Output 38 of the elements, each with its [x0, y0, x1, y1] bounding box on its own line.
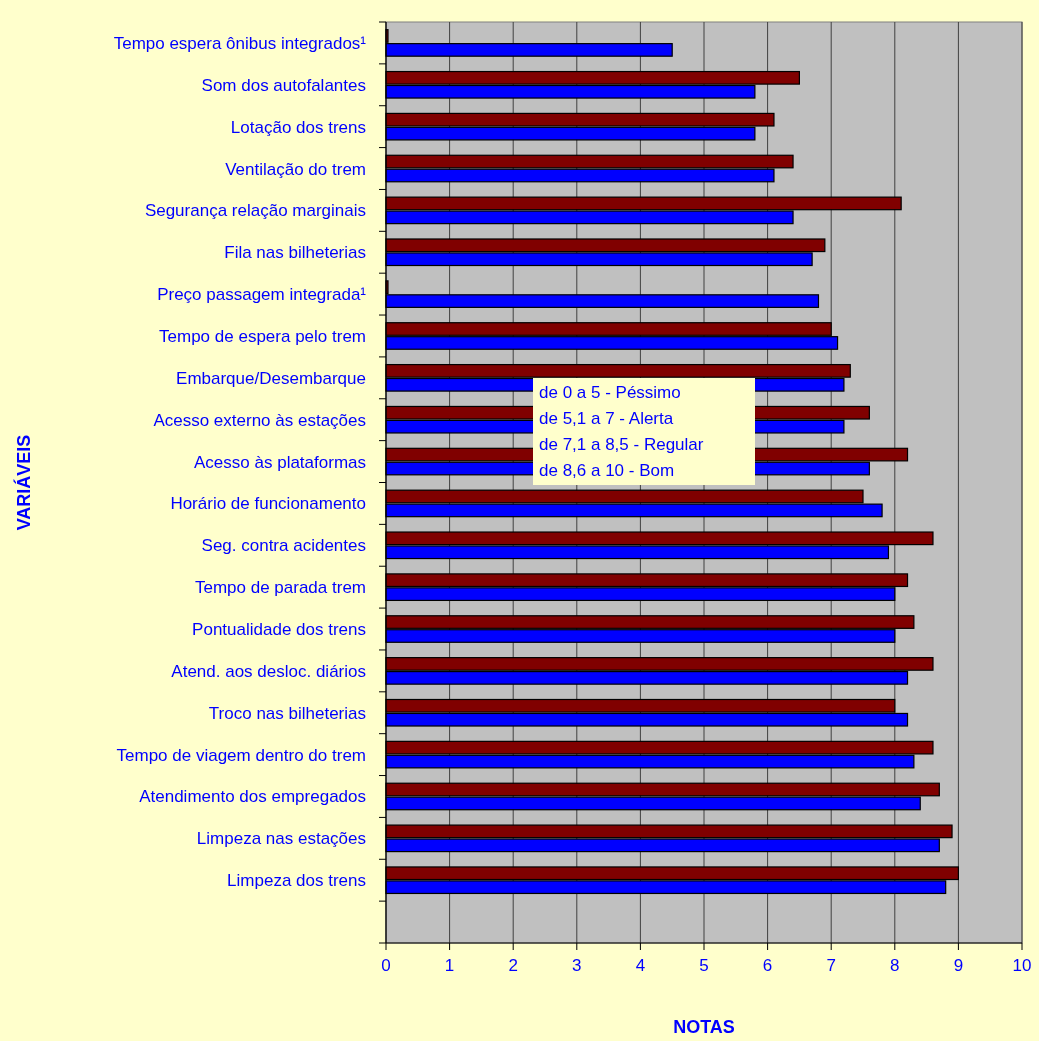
- x-tick-label: 9: [953, 956, 964, 975]
- y-tick-label: Pontualidade dos trens: [192, 620, 366, 640]
- y-tick-label: Seg. contra acidentes: [201, 536, 366, 556]
- y-tick-label: Troco nas bilheterias: [208, 703, 366, 723]
- y-tick-label: Limpeza dos trens: [227, 871, 366, 891]
- y-axis-title: VARIÁVEIS: [13, 434, 34, 531]
- y-tick-label: Fila nas bilheterias: [224, 243, 366, 263]
- y-tick-label: Tempo de viagem dentro do trem: [116, 745, 366, 765]
- y-tick-label: Limpeza nas estações: [196, 829, 366, 849]
- y-tick-label: Horário de funcionamento: [170, 494, 366, 514]
- y-tick-label: Acesso externo às estações: [153, 410, 366, 430]
- x-tick-label: 2: [508, 956, 518, 975]
- x-tick-label: 4: [635, 956, 646, 975]
- x-tick-label: 7: [826, 956, 836, 975]
- x-tick-label: 10: [1012, 956, 1032, 975]
- x-tick-label: 1: [444, 956, 455, 975]
- x-tick-label: 5: [699, 956, 709, 975]
- y-tick-label: Tempo de espera pelo trem: [159, 326, 366, 346]
- y-tick-label: Embarque/Desembarque: [176, 368, 366, 388]
- annotation: de 0 a 5 - Péssimo: [539, 383, 681, 402]
- y-tick-label: Ventilação do trem: [225, 159, 366, 179]
- y-tick-label: Tempo espera ônibus integrados¹: [113, 33, 367, 53]
- x-tick-label: 6: [762, 956, 773, 975]
- x-tick-label: 3: [572, 956, 582, 975]
- x-tick-label: 8: [890, 956, 900, 975]
- y-tick-label: Som dos autofalantes: [201, 75, 366, 95]
- x-axis-title: NOTAS: [673, 1017, 735, 1037]
- annotation: de 8,6 a 10 - Bom: [539, 461, 675, 480]
- y-tick-label: Atendimento dos empregados: [139, 787, 366, 807]
- y-tick-label: Tempo de parada trem: [194, 578, 366, 598]
- y-tick-label: Segurança relação marginais: [144, 201, 366, 221]
- annotation: de 5,1 a 7 - Alerta: [539, 409, 674, 428]
- y-tick-label: Atend. aos desloc. diários: [171, 661, 366, 681]
- annotation: de 7,1 a 8,5 - Regular: [539, 435, 704, 454]
- x-tick-label: 0: [381, 956, 391, 975]
- y-tick-label: Lotação dos trens: [230, 117, 366, 137]
- y-tick-label: Preço passagem integrada¹: [157, 285, 367, 305]
- y-tick-label: Acesso às plataformas: [194, 452, 366, 472]
